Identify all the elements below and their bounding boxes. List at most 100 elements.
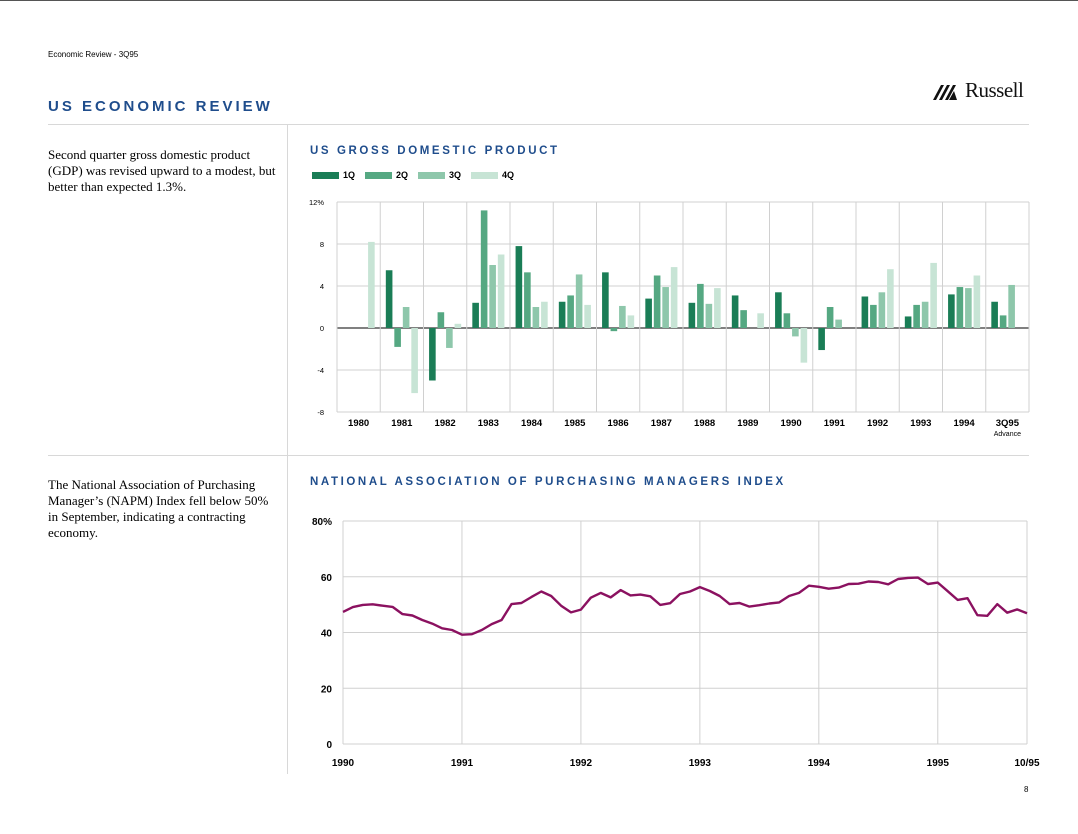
- bar-3q-3q95: [1008, 284, 1015, 328]
- bar-4q-1980: [368, 241, 375, 328]
- bar-2q-1986: [610, 328, 618, 332]
- bar-1q-1981: [385, 270, 393, 328]
- bar-1q-1983: [472, 302, 479, 328]
- logo-wordmark: Russell: [965, 78, 1024, 102]
- bar-4q-1986: [627, 315, 635, 328]
- russell-logo: Russell: [933, 78, 1024, 103]
- bar-1q-1991: [818, 328, 825, 351]
- bar-4q-1987: [670, 267, 678, 328]
- y-tick-label: 4: [320, 282, 324, 291]
- y-tick-label: 80%: [312, 517, 332, 528]
- bar-1q-1994: [948, 294, 955, 328]
- gdp-bar-chart: 12% 8 4 0 -4 -8 1980 1981 1982 1983 1984 1985 1986 19…: [309, 198, 1030, 438]
- x-tick-label: 1993: [910, 418, 931, 429]
- y-tick-label: -8: [317, 408, 324, 417]
- x-tick-label: 1991: [824, 418, 846, 429]
- bar-3q-1991: [835, 319, 842, 328]
- napm-series-line: [342, 576, 1028, 636]
- x-tick-label: 1980: [348, 418, 369, 429]
- bar-1q-1984: [515, 246, 523, 328]
- x-tick-label: 1993: [689, 758, 712, 769]
- legend-swatch-3q: [418, 171, 446, 179]
- bar-4q-1992: [887, 269, 894, 328]
- bar-3q-1986: [619, 305, 626, 328]
- y-tick-label: 12%: [309, 198, 324, 207]
- y-tick-label: 8: [320, 240, 324, 249]
- x-tick-label: 1995: [927, 758, 950, 769]
- page-number: 8: [1024, 785, 1029, 794]
- x-tick-label: 1994: [954, 418, 976, 429]
- bar-2q-1988: [697, 283, 704, 328]
- x-tick-label: 1990: [332, 758, 355, 769]
- page-title: US ECONOMIC REVIEW: [48, 98, 273, 115]
- bar-3q-1984: [532, 307, 540, 328]
- napm-chart-title: NATIONAL ASSOCIATION OF PURCHASING MANAG…: [310, 476, 786, 488]
- bar-2q-1982: [437, 312, 445, 328]
- legend-swatch-1q: [312, 171, 339, 179]
- bar-3q-1988: [705, 303, 713, 328]
- legend-swatch-2q: [365, 171, 393, 179]
- gdp-legend: 1Q 2Q 3Q 4Q: [312, 170, 514, 180]
- x-tick-label: 1992: [570, 758, 593, 769]
- y-tick-label: -4: [317, 366, 324, 375]
- x-tick-label: 1987: [651, 418, 672, 429]
- bar-2q-1992: [870, 304, 877, 328]
- bar-3q-1992: [878, 292, 886, 328]
- bar-3q-1987: [662, 287, 669, 328]
- legend-item-1q: 1Q: [312, 170, 355, 180]
- legend-label-3q: 3Q: [449, 170, 462, 180]
- header-divider: [48, 124, 1029, 125]
- bar-4q-1985: [584, 304, 591, 328]
- x-tick-label: 1994: [808, 758, 831, 769]
- legend-label-1q: 1Q: [343, 170, 356, 180]
- bar-4q-1990: [800, 328, 808, 363]
- x-tick-label: 1986: [608, 418, 629, 429]
- x-tick-label: 1981: [391, 418, 413, 429]
- bar-3q-1993: [921, 301, 929, 328]
- bar-1q-3q95: [991, 301, 998, 328]
- bar-3q-1981: [402, 307, 410, 328]
- bar-4q-1983: [497, 254, 505, 328]
- bar-1q-1992: [861, 296, 869, 328]
- bar-2q-1994: [956, 287, 964, 328]
- y-tick-label: 60: [321, 573, 333, 584]
- bar-1q-1986: [602, 272, 609, 328]
- bar-2q-1990: [783, 313, 791, 328]
- gdp-chart-title: US GROSS DOMESTIC PRODUCT: [310, 145, 560, 157]
- bar-1q-1985: [558, 301, 566, 328]
- napm-commentary: The National Association of Purchasing M…: [48, 477, 269, 540]
- bar-3q-1985: [575, 274, 583, 328]
- bar-1q-1990: [775, 292, 782, 328]
- legend-item-2q: 2Q: [365, 170, 408, 180]
- x-tick-label: 1983: [478, 418, 499, 429]
- legend-label-4q: 4Q: [502, 170, 515, 180]
- running-head: Economic Review - 3Q95: [48, 50, 139, 59]
- x-tick-label: 10/95: [1014, 758, 1039, 769]
- bar-2q-1983: [480, 210, 488, 328]
- bar-2q-1989: [740, 310, 747, 328]
- legend-swatch-4q: [471, 171, 499, 179]
- x-tick-label: 1992: [867, 418, 888, 429]
- y-tick-label: 40: [321, 629, 333, 640]
- x-tick-sublabel: Advance: [994, 431, 1021, 438]
- bar-3q-1982: [446, 328, 453, 348]
- bar-2q-1981: [394, 328, 401, 347]
- bar-1q-1989: [731, 295, 739, 328]
- bar-2q-1993: [913, 304, 920, 328]
- bar-2q-1991: [826, 307, 834, 328]
- y-tick-label: 0: [320, 324, 324, 333]
- bar-4q-1989: [757, 313, 764, 328]
- legend-item-4q: 4Q: [471, 170, 514, 180]
- russell-mark-icon: [933, 84, 957, 100]
- x-tick-label: 3Q95: [996, 418, 1020, 429]
- bar-4q-1984: [541, 301, 548, 328]
- legend-label-2q: 2Q: [396, 170, 409, 180]
- bar-3q-1990: [792, 328, 799, 337]
- bar-1q-1982: [429, 328, 436, 381]
- column-divider: [287, 124, 288, 774]
- bar-4q-1982: [454, 323, 462, 328]
- y-tick-label: 20: [321, 684, 333, 695]
- bar-4q-1981: [411, 328, 418, 394]
- gdp-commentary: Second quarter gross domestic product (G…: [48, 147, 276, 194]
